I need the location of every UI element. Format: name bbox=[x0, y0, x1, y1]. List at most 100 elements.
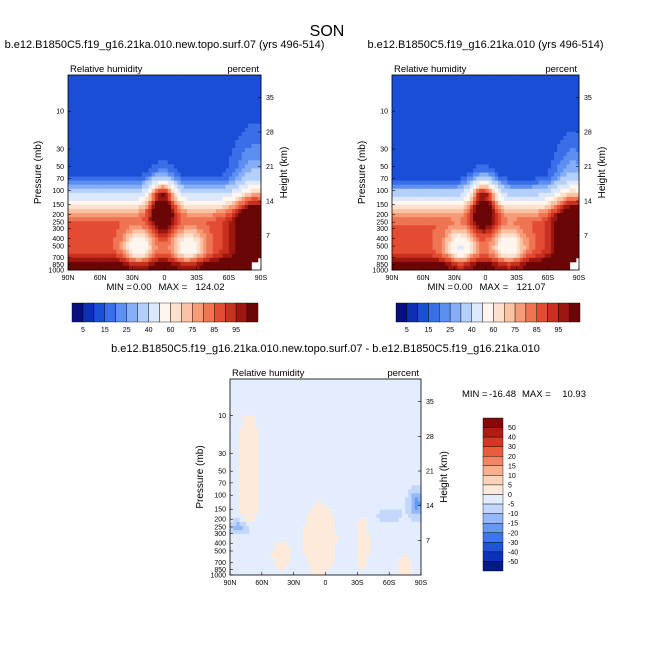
colorbar-box bbox=[461, 303, 472, 322]
x-tick-label: 90S bbox=[415, 580, 428, 587]
y-tick-label: 200 bbox=[376, 212, 388, 219]
colorbar-box bbox=[72, 303, 83, 322]
x-tick-label: 30N bbox=[287, 580, 300, 587]
colorbar-box bbox=[127, 303, 138, 322]
colorbar-box bbox=[483, 485, 503, 495]
colorbar-label: 95 bbox=[232, 327, 240, 334]
x-tick-label: 30N bbox=[448, 275, 461, 282]
x-tick-label: 0 bbox=[324, 580, 328, 587]
colorbar-label: 60 bbox=[167, 327, 175, 334]
y-axis-title: Pressure (mb) bbox=[195, 445, 206, 508]
colorbar-box bbox=[236, 303, 247, 322]
panel-title: b.e12.B1850C5.f19_g16.21ka.010.new.topo.… bbox=[5, 39, 325, 51]
colorbar-box bbox=[247, 303, 258, 322]
colorbar-box bbox=[483, 533, 503, 543]
colorbar-label: 95 bbox=[554, 327, 562, 334]
y-tick-label: 200 bbox=[52, 212, 64, 219]
min-label: MIN = bbox=[428, 282, 454, 293]
colorbar-label: 25 bbox=[123, 327, 131, 334]
min-value: 0.00 bbox=[133, 282, 152, 293]
colorbar-box bbox=[181, 303, 192, 322]
panel-title: b.e12.B1850C5.f19_g16.21ka.010.new.topo.… bbox=[111, 343, 540, 355]
x-tick-label: 60S bbox=[383, 580, 396, 587]
y-tick-label: 1000 bbox=[210, 573, 226, 580]
colorbar-box bbox=[192, 303, 203, 322]
colorbar-box bbox=[483, 447, 503, 457]
colorbar-label: 15 bbox=[101, 327, 109, 334]
plot-panel-1: b.e12.B1850C5.f19_g16.21ka.010.new.topo.… bbox=[5, 39, 325, 293]
y-tick-label: 10 bbox=[380, 109, 388, 116]
colorbar-label: 30 bbox=[508, 444, 516, 451]
colorbar-label: 85 bbox=[210, 327, 218, 334]
x-tick-label: 0 bbox=[484, 275, 488, 282]
y-tick-label: 500 bbox=[214, 548, 226, 555]
colorbar-label: -40 bbox=[508, 549, 518, 556]
colorbar-box bbox=[548, 303, 559, 322]
colorbar-label: 25 bbox=[446, 327, 454, 334]
y-right-axis-title: Height (km) bbox=[439, 451, 450, 503]
variable-label: Relative humidity bbox=[70, 64, 143, 75]
colorbar-label: 75 bbox=[188, 327, 196, 334]
x-tick-label: 60S bbox=[542, 275, 555, 282]
colorbar-box bbox=[504, 303, 515, 322]
colorbar-label: 85 bbox=[533, 327, 541, 334]
x-tick-label: 90S bbox=[255, 275, 268, 282]
colorbar-label: 5 bbox=[508, 482, 512, 489]
colorbar-box bbox=[483, 437, 503, 447]
y-right-tick-label: 7 bbox=[266, 233, 270, 240]
y-tick-label: 300 bbox=[376, 226, 388, 233]
x-tick-label: 90N bbox=[224, 580, 237, 587]
x-tick-label: 30S bbox=[351, 580, 364, 587]
x-tick-label: 60N bbox=[255, 580, 268, 587]
y-tick-label: 1000 bbox=[372, 268, 388, 275]
y-tick-label: 150 bbox=[214, 507, 226, 514]
max-label: MAX = bbox=[159, 282, 188, 293]
x-tick-label: 60N bbox=[417, 275, 430, 282]
y-tick-label: 300 bbox=[214, 531, 226, 538]
x-tick-label: 90N bbox=[62, 275, 75, 282]
min-label: MIN = bbox=[107, 282, 133, 293]
y-tick-label: 70 bbox=[380, 176, 388, 183]
units-label: percent bbox=[387, 368, 419, 379]
x-tick-label: 30N bbox=[126, 275, 139, 282]
colorbar-box bbox=[483, 303, 494, 322]
colorbar-box bbox=[483, 552, 503, 562]
colorbar-box bbox=[483, 495, 503, 505]
colorbar-box bbox=[149, 303, 160, 322]
colorbar-box bbox=[472, 303, 483, 322]
colorbar-box bbox=[138, 303, 149, 322]
x-tick-label: 30S bbox=[190, 275, 203, 282]
plot-panel-2: b.e12.B1850C5.f19_g16.21ka.010 (yrs 496-… bbox=[357, 39, 608, 293]
colorbar-label: -30 bbox=[508, 540, 518, 547]
colorbar-box bbox=[569, 303, 580, 322]
x-tick-label: 30S bbox=[510, 275, 523, 282]
y-tick-label: 500 bbox=[376, 244, 388, 251]
colorbar-box bbox=[483, 514, 503, 524]
colorbar-box bbox=[483, 542, 503, 552]
colorbar-label: 5 bbox=[81, 327, 85, 334]
max-label: MAX = bbox=[480, 282, 509, 293]
y-tick-label: 500 bbox=[52, 244, 64, 251]
y-tick-label: 30 bbox=[56, 147, 64, 154]
y-right-tick-label: 28 bbox=[584, 130, 592, 137]
y-right-tick-label: 14 bbox=[426, 503, 434, 510]
colorbar-box bbox=[558, 303, 569, 322]
colorbar-box bbox=[483, 456, 503, 466]
colorbar-label: 50 bbox=[508, 425, 516, 432]
colorbar-box bbox=[537, 303, 548, 322]
colorbar-box bbox=[483, 466, 503, 476]
colorbar-label: 5 bbox=[405, 327, 409, 334]
y-tick-label: 30 bbox=[218, 451, 226, 458]
colorbar-box bbox=[450, 303, 461, 322]
x-tick-label: 90S bbox=[573, 275, 586, 282]
y-tick-label: 100 bbox=[52, 188, 64, 195]
colorbar-box bbox=[396, 303, 407, 322]
y-right-tick-label: 28 bbox=[426, 434, 434, 441]
colorbar-label: 15 bbox=[508, 463, 516, 470]
y-right-tick-label: 7 bbox=[584, 233, 588, 240]
y-tick-label: 100 bbox=[376, 188, 388, 195]
y-tick-label: 10 bbox=[218, 413, 226, 420]
colorbar-box bbox=[170, 303, 181, 322]
